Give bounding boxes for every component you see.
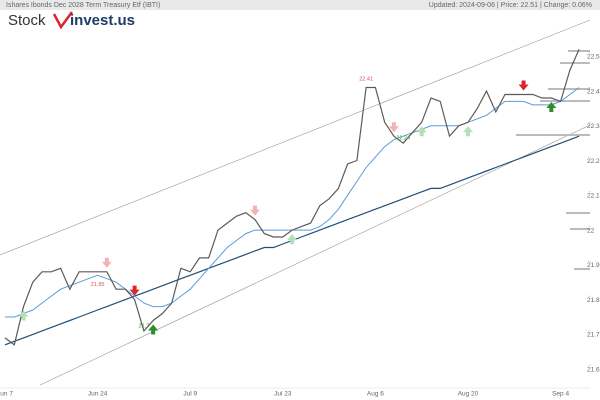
volume-profile xyxy=(516,50,590,270)
signal-arrow xyxy=(546,101,557,112)
x-tick-label: Jul 23 xyxy=(274,391,292,398)
x-tick-label: Aug 20 xyxy=(458,391,479,398)
header-bar xyxy=(0,0,600,10)
y-tick-label: 22.3 xyxy=(587,123,600,130)
y-tick-label: 21.7 xyxy=(587,332,600,339)
x-tick-label: Aug 6 xyxy=(367,391,384,398)
x-tick-label: Sep 4 xyxy=(552,391,569,398)
signal-arrow xyxy=(101,257,112,268)
y-tick-label: 21.8 xyxy=(587,297,600,304)
header-title: Ishares Ibonds Dec 2028 Term Treasury Et… xyxy=(6,2,160,9)
x-tick-label: Jun 24 xyxy=(88,391,108,398)
signal-arrow xyxy=(18,310,29,321)
y-tick-label: 21.6 xyxy=(587,366,600,373)
price-label: 21.85 xyxy=(91,282,105,288)
channel-lower xyxy=(39,124,591,386)
signal-arrow xyxy=(287,234,298,245)
y-tick-label: 22.1 xyxy=(587,193,600,200)
signal-arrow xyxy=(129,285,140,296)
header-status: Updated: 2024-09-06 | Price: 22.51 | Cha… xyxy=(429,2,592,9)
signal-arrow xyxy=(388,122,399,133)
logo-mark xyxy=(52,11,74,30)
series-line xyxy=(4,49,580,346)
y-tick-label: 21.9 xyxy=(587,262,600,269)
signal-arrow xyxy=(463,126,473,137)
price-label: 22.24 xyxy=(396,136,410,142)
signal-arrow xyxy=(518,80,529,91)
y-tick-label: 22.4 xyxy=(587,88,600,95)
signal-arrow xyxy=(148,324,159,335)
x-tick-label: Jun 7 xyxy=(0,391,13,398)
signal-arrow xyxy=(250,205,261,216)
y-tick-label: 22.2 xyxy=(587,158,600,165)
y-tick-label: 22 xyxy=(587,227,595,234)
y-tick-label: 22.5 xyxy=(587,53,600,60)
price-label: 21.7 xyxy=(139,323,150,329)
channel-upper xyxy=(0,19,591,256)
price-label: 22.41 xyxy=(359,77,373,83)
logo-right: invest.us xyxy=(70,12,135,29)
x-tick-label: Jul 9 xyxy=(183,391,197,398)
logo-left: Stock xyxy=(8,12,46,29)
signal-arrow xyxy=(416,126,427,137)
